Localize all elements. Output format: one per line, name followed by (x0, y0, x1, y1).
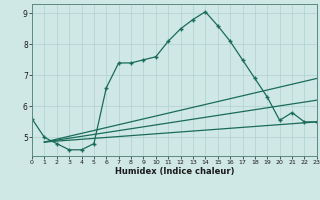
X-axis label: Humidex (Indice chaleur): Humidex (Indice chaleur) (115, 167, 234, 176)
